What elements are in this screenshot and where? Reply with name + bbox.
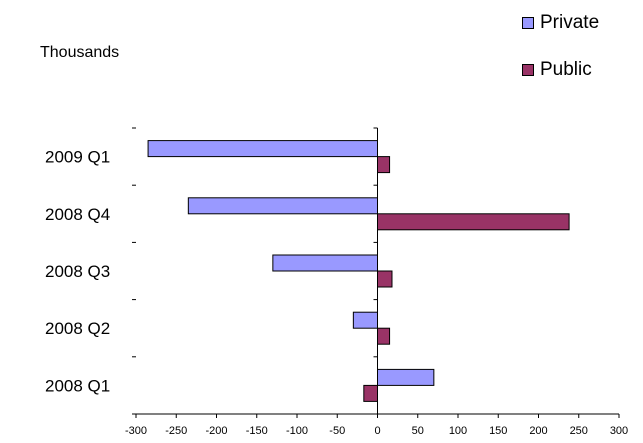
legend-label-public: Public bbox=[540, 59, 592, 80]
x-tick-label: 250 bbox=[570, 425, 588, 437]
category-label: 2008 Q2 bbox=[45, 319, 110, 338]
bar-private-2008-q4 bbox=[187, 197, 378, 215]
x-tick-label: -200 bbox=[205, 425, 227, 437]
bar-public-2009-q1 bbox=[377, 156, 391, 174]
legend-swatch-public bbox=[522, 64, 534, 76]
x-tick-label: 50 bbox=[412, 425, 424, 437]
bar-private-2008-q2 bbox=[352, 311, 379, 329]
x-tick-label: -300 bbox=[125, 425, 147, 437]
bar-public-2008-q1 bbox=[363, 384, 379, 402]
x-tick-label: 100 bbox=[449, 425, 467, 437]
x-tick-label: -100 bbox=[286, 425, 308, 437]
bar-private-2008-q1 bbox=[377, 368, 435, 386]
x-tick-label: -150 bbox=[246, 425, 268, 437]
category-label: 2008 Q4 bbox=[45, 205, 110, 224]
legend: Private Public bbox=[522, 12, 599, 106]
x-tick-label: -50 bbox=[329, 425, 345, 437]
bar-public-2008-q2 bbox=[377, 327, 391, 345]
category-label: 2009 Q1 bbox=[45, 148, 110, 167]
legend-swatch-private bbox=[522, 17, 534, 29]
legend-label-private: Private bbox=[540, 12, 600, 33]
x-tick-label: 300 bbox=[610, 425, 628, 437]
x-tick-label: 0 bbox=[374, 425, 380, 437]
x-tick-label: -250 bbox=[165, 425, 187, 437]
category-label: 2008 Q3 bbox=[45, 262, 110, 281]
category-label: 2008 Q1 bbox=[45, 376, 110, 395]
bar-private-2009-q1 bbox=[147, 140, 378, 158]
bar-private-2008-q3 bbox=[272, 254, 379, 272]
unit-label: Thousands bbox=[40, 44, 120, 61]
x-tick-label: 150 bbox=[489, 425, 507, 437]
x-tick-label: 200 bbox=[529, 425, 547, 437]
legend-item-private: Private bbox=[522, 12, 599, 34]
bar-public-2008-q3 bbox=[377, 270, 393, 288]
bar-public-2008-q4 bbox=[377, 213, 570, 231]
legend-item-public: Public bbox=[522, 59, 599, 81]
